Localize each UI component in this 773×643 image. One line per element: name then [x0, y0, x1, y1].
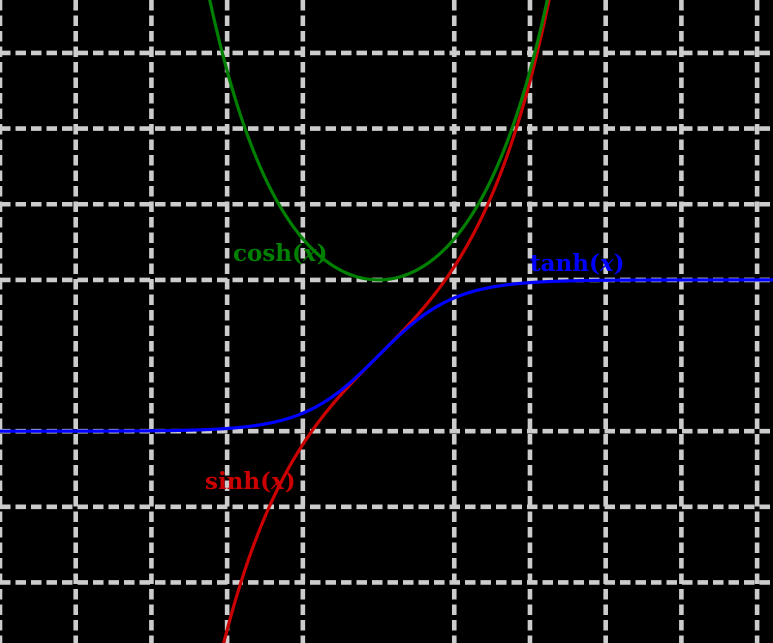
cosh-curve	[208, 0, 549, 282]
cosh-curve-label: cosh(x)	[233, 240, 328, 267]
tanh-curve-label: tanh(x)	[530, 250, 624, 277]
tanh-label-prefix: tanh(	[530, 250, 600, 277]
curve-labels: sinh(x) cosh(x) tanh(x)	[205, 240, 624, 495]
cosh-label-arg: x	[302, 240, 317, 267]
tanh-curve	[0, 278, 773, 433]
cosh-label-prefix: cosh(	[233, 240, 303, 267]
sinh-label-arg: x	[270, 468, 285, 495]
tanh-label-suffix: )	[614, 250, 625, 277]
cosh-label-suffix: )	[317, 240, 328, 267]
sinh-curve-label: sinh(x)	[205, 468, 296, 495]
sinh-label-suffix: )	[285, 468, 296, 495]
sinh-label-prefix: sinh(	[205, 468, 271, 495]
tanh-label-arg: x	[599, 250, 614, 277]
